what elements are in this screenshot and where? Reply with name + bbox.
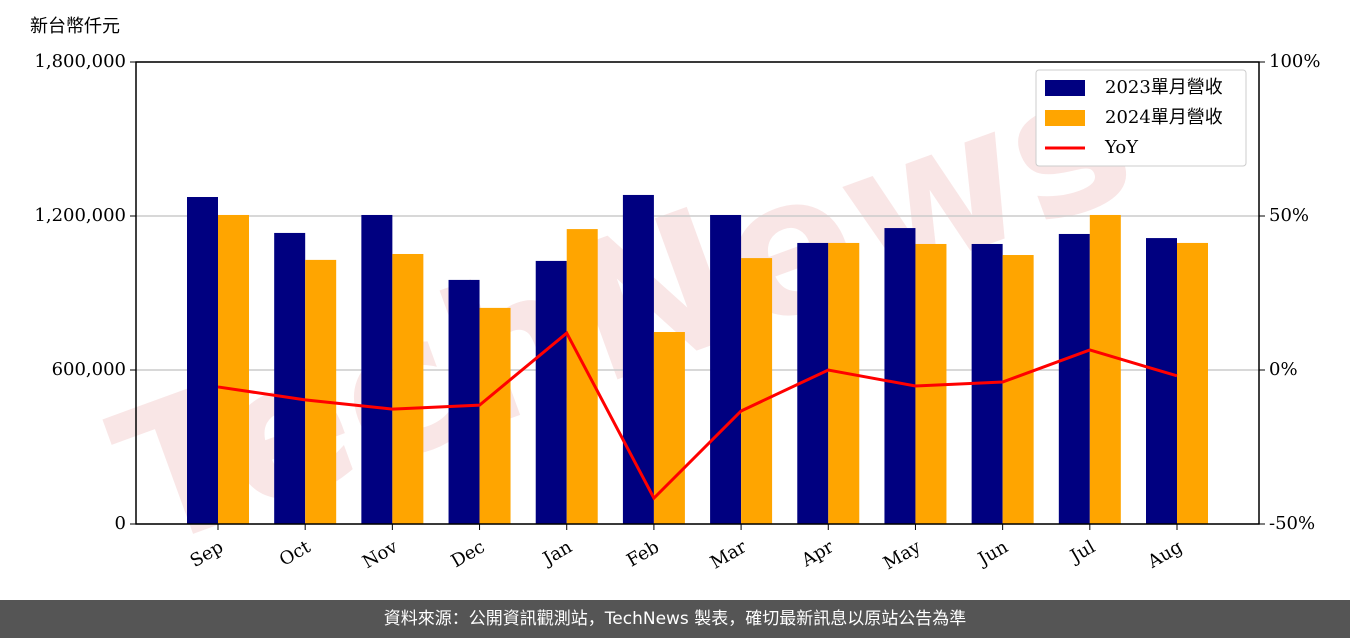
y-tick-label: 1,800,000 <box>34 51 126 72</box>
legend-label: 2024單月營收 <box>1105 107 1223 128</box>
legend-label: 2023單月營收 <box>1105 77 1223 98</box>
bar <box>622 194 654 524</box>
bar <box>884 228 916 524</box>
plot-frame <box>135 61 1260 525</box>
bar <box>566 229 598 524</box>
x-tick-label: Dec <box>448 536 489 572</box>
y2-tick-label: 0% <box>1269 359 1298 380</box>
y-tick-label: 600,000 <box>52 359 126 380</box>
bar <box>187 197 218 525</box>
bar <box>710 214 742 524</box>
y-axis-label: 新台幣仟元 <box>30 16 120 37</box>
y2-tick-label: 50% <box>1269 205 1309 226</box>
legend-box <box>1035 69 1247 167</box>
yoy-line <box>217 330 1178 501</box>
y-tick-label: 1,200,000 <box>34 205 126 226</box>
legend-label: YoY <box>1104 137 1139 158</box>
legend-swatch <box>1045 110 1085 126</box>
x-tick-label: Mar <box>707 536 751 573</box>
x-tick-label: Feb <box>623 536 663 571</box>
bar <box>218 214 249 524</box>
bar <box>274 232 306 524</box>
bar <box>741 258 773 524</box>
x-tick-label: Jun <box>973 536 1012 571</box>
bar <box>1058 233 1090 524</box>
y2-tick-label: -50% <box>1269 513 1315 534</box>
bar <box>392 253 424 524</box>
legend-swatch <box>1045 80 1085 96</box>
bar <box>479 307 511 524</box>
x-tick-label: Aug <box>1143 536 1186 573</box>
bar <box>361 214 393 524</box>
x-tick-label: May <box>880 536 925 574</box>
bar <box>535 260 567 524</box>
bar <box>1146 238 1177 524</box>
y2-tick-label: 100% <box>1269 51 1320 72</box>
bar <box>828 242 860 524</box>
x-tick-label: Jan <box>538 536 576 570</box>
bar <box>448 279 480 524</box>
chart: TechNews 新台幣仟元 0600,0001,200,0001,800,00… <box>30 16 1320 592</box>
footer: 資料來源：公開資訊觀測站，TechNews 製表，確切最新訊息以原站公告為準 <box>0 600 1350 638</box>
x-tick-label: Nov <box>359 536 402 573</box>
bar <box>1002 255 1034 524</box>
x-tick-label: Apr <box>797 536 837 571</box>
bar <box>1089 214 1121 524</box>
y-tick-label: 0 <box>115 513 126 534</box>
x-tick-label: Jul <box>1065 536 1099 568</box>
bar <box>1177 242 1208 524</box>
bar <box>305 259 337 524</box>
